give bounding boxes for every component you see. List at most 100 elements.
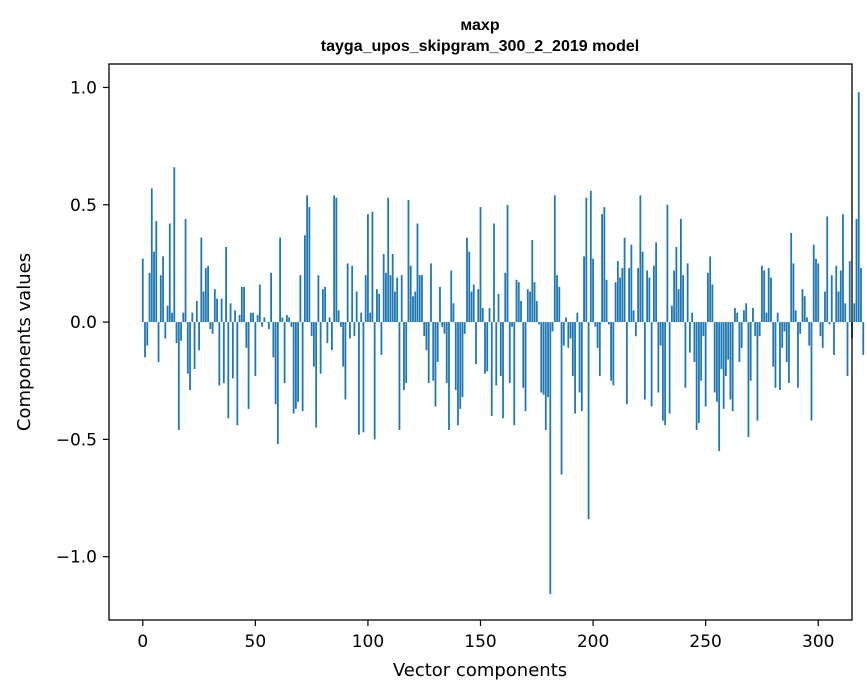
bar [364, 275, 367, 323]
bar [490, 322, 493, 416]
bar [531, 239, 534, 323]
bar [702, 322, 705, 337]
bar [511, 322, 513, 327]
bar [749, 322, 752, 381]
x-tick-label: 200 [577, 632, 609, 652]
bar [664, 322, 667, 426]
bar [373, 322, 376, 440]
bar [684, 322, 687, 388]
bar [756, 322, 759, 421]
bar [655, 242, 658, 323]
bar [337, 310, 340, 323]
bar [718, 322, 721, 452]
bar [195, 300, 198, 323]
bar [855, 218, 858, 323]
bar [425, 322, 428, 351]
bar [146, 322, 149, 346]
bar [231, 322, 234, 379]
bar [553, 195, 556, 323]
bar [279, 237, 282, 323]
bar [141, 258, 144, 323]
bar [828, 322, 831, 325]
bar [310, 322, 313, 337]
x-tick-label: 250 [689, 632, 721, 652]
bar [475, 322, 477, 365]
bar [797, 322, 799, 388]
bar [837, 291, 840, 323]
bar [675, 246, 678, 323]
bar [292, 322, 295, 414]
bar [648, 277, 651, 323]
bar [355, 291, 358, 323]
bar [634, 322, 637, 337]
bar [630, 244, 633, 323]
bar [222, 322, 225, 384]
bar [418, 275, 421, 323]
bar [860, 268, 862, 323]
bar [389, 275, 392, 323]
bar [788, 322, 790, 384]
bar [290, 322, 293, 327]
bar [592, 258, 594, 323]
bar [319, 322, 322, 374]
bar [736, 312, 739, 323]
bar [349, 322, 351, 339]
bar [594, 322, 597, 327]
bar [538, 322, 540, 325]
bar [243, 286, 245, 323]
bar [168, 223, 171, 323]
bar [824, 291, 826, 323]
bar [443, 322, 446, 334]
bar [331, 322, 333, 351]
bar [220, 298, 223, 323]
bar [535, 300, 538, 323]
bar [191, 312, 194, 323]
bar [513, 322, 516, 426]
bar [650, 322, 653, 407]
bar [549, 322, 552, 595]
bar [758, 322, 761, 337]
bar [833, 322, 835, 355]
bar [637, 268, 640, 323]
bar [301, 322, 304, 412]
bar [294, 322, 297, 409]
bar [779, 322, 781, 391]
bar [267, 322, 270, 330]
bar [731, 322, 734, 412]
bar [416, 223, 419, 323]
bar [396, 277, 399, 323]
y-axis-ticks: 1.0 0.5 0.0 −0.5 −1.0 [56, 78, 109, 568]
bar [585, 197, 588, 323]
bar [391, 254, 394, 323]
bar [240, 286, 243, 323]
bar [317, 275, 320, 323]
bar [148, 272, 151, 323]
bar [421, 275, 423, 323]
y-axis-label: Components values [14, 253, 35, 431]
bar [479, 207, 482, 323]
bar [562, 322, 565, 346]
bar [765, 312, 768, 323]
bar [776, 312, 779, 323]
bar [367, 214, 369, 323]
bar [625, 322, 628, 405]
bar [470, 291, 473, 323]
bar [657, 322, 660, 393]
bar [358, 322, 360, 435]
bar [848, 261, 851, 323]
bar [234, 310, 236, 323]
bar [506, 204, 509, 323]
bar [698, 322, 700, 423]
x-axis-ticks: 0 50 100 150 200 250 300 [137, 620, 834, 652]
bar [853, 303, 856, 323]
bar [400, 275, 403, 323]
bar [157, 322, 160, 362]
chart-subtitle: tayga_upos_skipgram_300_2_2019 model [321, 38, 639, 55]
bar [691, 312, 694, 323]
y-tick-label: −1.0 [56, 548, 97, 568]
bar [207, 265, 209, 323]
bar [184, 218, 187, 323]
bar [382, 254, 385, 323]
bar [693, 322, 696, 362]
bar [857, 92, 860, 323]
